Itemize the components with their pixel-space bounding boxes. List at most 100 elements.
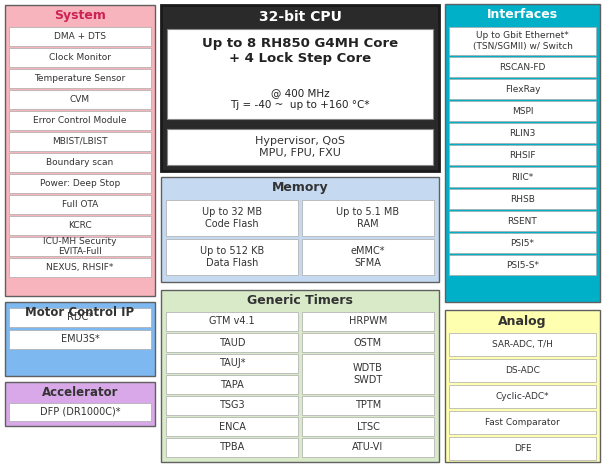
FancyBboxPatch shape [9,330,151,349]
Text: RHSB: RHSB [510,194,535,204]
Text: ENCA: ENCA [218,422,246,432]
Text: MBIST/LBIST: MBIST/LBIST [52,137,108,146]
Text: CVM: CVM [70,95,90,104]
Text: RDC*: RDC* [67,313,93,322]
FancyBboxPatch shape [9,27,151,46]
FancyBboxPatch shape [449,167,596,187]
FancyBboxPatch shape [166,438,298,457]
FancyBboxPatch shape [449,385,596,408]
FancyBboxPatch shape [5,302,155,376]
FancyBboxPatch shape [302,354,434,394]
Text: PSI5*: PSI5* [511,239,534,247]
FancyBboxPatch shape [161,5,439,171]
Text: Up to 32 MB
Code Flash: Up to 32 MB Code Flash [202,207,262,229]
Text: MSPI: MSPI [512,107,533,116]
FancyBboxPatch shape [302,312,434,331]
Text: ICU-MH Security
EVITA-Full: ICU-MH Security EVITA-Full [43,237,117,256]
FancyBboxPatch shape [9,153,151,172]
Text: TPTM: TPTM [355,400,381,411]
FancyBboxPatch shape [161,290,439,462]
Text: TAUJ*: TAUJ* [219,358,245,369]
FancyBboxPatch shape [449,27,596,55]
Text: Full OTA: Full OTA [62,200,98,209]
Text: Interfaces: Interfaces [487,8,558,21]
Text: Analog: Analog [499,315,547,328]
Text: Motor Control IP: Motor Control IP [25,307,134,320]
FancyBboxPatch shape [161,177,439,282]
FancyBboxPatch shape [9,69,151,88]
FancyBboxPatch shape [9,132,151,151]
FancyBboxPatch shape [449,437,596,460]
FancyBboxPatch shape [302,333,434,352]
Text: Up to Gbit Ethernet*
(TSN/SGMII) w/ Switch: Up to Gbit Ethernet* (TSN/SGMII) w/ Swit… [473,31,572,51]
FancyBboxPatch shape [166,200,298,236]
FancyBboxPatch shape [449,79,596,99]
Text: TAPA: TAPA [220,379,244,390]
Text: OSTM: OSTM [354,337,382,348]
FancyBboxPatch shape [9,258,151,277]
FancyBboxPatch shape [167,29,433,119]
FancyBboxPatch shape [166,375,298,394]
Text: Memory: Memory [272,181,329,194]
FancyBboxPatch shape [9,174,151,193]
FancyBboxPatch shape [449,189,596,209]
Text: LTSC: LTSC [356,422,379,432]
FancyBboxPatch shape [166,396,298,415]
Text: DS-ADC: DS-ADC [505,366,540,375]
Text: FlexRay: FlexRay [505,84,540,94]
Text: PSI5-S*: PSI5-S* [506,260,539,269]
Text: Boundary scan: Boundary scan [47,158,114,167]
Text: DMA + DTS: DMA + DTS [54,32,106,41]
Text: RIIC*: RIIC* [511,172,534,181]
FancyBboxPatch shape [9,237,151,256]
Text: TAUD: TAUD [219,337,245,348]
Text: RSCAN-FD: RSCAN-FD [499,62,546,71]
FancyBboxPatch shape [449,211,596,231]
Text: Error Control Module: Error Control Module [33,116,127,125]
Text: TPBA: TPBA [220,443,244,452]
FancyBboxPatch shape [166,417,298,436]
Text: Up to 8 RH850 G4MH Core
+ 4 Lock Step Core: Up to 8 RH850 G4MH Core + 4 Lock Step Co… [202,37,398,65]
Text: EMU3S*: EMU3S* [60,335,99,344]
FancyBboxPatch shape [449,101,596,121]
FancyBboxPatch shape [449,233,596,253]
Text: Fast Comparator: Fast Comparator [485,418,560,427]
FancyBboxPatch shape [449,333,596,356]
Text: Clock Monitor: Clock Monitor [49,53,111,62]
FancyBboxPatch shape [5,382,155,426]
Text: Up to 5.1 MB
RAM: Up to 5.1 MB RAM [336,207,399,229]
FancyBboxPatch shape [5,5,155,296]
Text: GTM v4.1: GTM v4.1 [209,316,255,327]
Text: KCRC: KCRC [68,221,92,230]
Text: eMMC*
SFMA: eMMC* SFMA [351,246,385,268]
FancyBboxPatch shape [167,129,433,165]
FancyBboxPatch shape [166,354,298,373]
FancyBboxPatch shape [449,411,596,434]
Text: RHSIF: RHSIF [509,151,536,159]
Text: System: System [54,8,106,21]
FancyBboxPatch shape [449,145,596,165]
FancyBboxPatch shape [9,216,151,235]
Text: TSG3: TSG3 [219,400,245,411]
FancyBboxPatch shape [445,310,600,462]
Text: ATU-VI: ATU-VI [352,443,384,452]
FancyBboxPatch shape [9,195,151,214]
Text: NEXUS, RHSIF*: NEXUS, RHSIF* [47,263,114,272]
Text: Hypervisor, QoS
MPU, FPU, FXU: Hypervisor, QoS MPU, FPU, FXU [255,136,345,158]
Text: DFP (DR1000C)*: DFP (DR1000C)* [40,407,120,417]
Text: Generic Timers: Generic Timers [247,295,353,308]
FancyBboxPatch shape [166,312,298,331]
Text: Accelerator: Accelerator [42,386,118,399]
FancyBboxPatch shape [449,123,596,143]
FancyBboxPatch shape [302,417,434,436]
FancyBboxPatch shape [302,396,434,415]
Text: Power: Deep Stop: Power: Deep Stop [40,179,120,188]
FancyBboxPatch shape [9,403,151,421]
Text: RSENT: RSENT [508,217,537,226]
FancyBboxPatch shape [302,438,434,457]
Text: @ 400 MHz
Tj = -40 ~  up to +160 °C*: @ 400 MHz Tj = -40 ~ up to +160 °C* [231,88,370,110]
FancyBboxPatch shape [449,255,596,275]
FancyBboxPatch shape [449,359,596,382]
FancyBboxPatch shape [302,200,434,236]
FancyBboxPatch shape [445,4,600,302]
